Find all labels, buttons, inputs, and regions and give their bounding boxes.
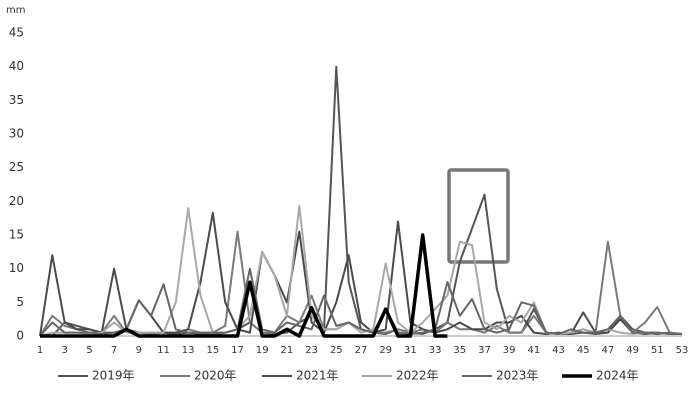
x-tick-label: 7 [111,345,117,356]
y-tick-label: 30 [9,127,24,141]
y-tick-label: 0 [16,329,24,343]
legend-label: 2019年 [92,369,135,383]
x-tick-label: 27 [355,345,368,356]
x-tick-label: 29 [379,345,392,356]
y-tick-label: 45 [9,26,24,40]
series-line [39,267,682,337]
x-tick-label: 39 [503,345,516,356]
x-tick-label: 41 [527,345,540,356]
x-tick-label: 9 [136,345,142,356]
y-axis-label: mm [6,5,25,16]
x-tick-label: 35 [453,345,466,356]
y-tick-label: 35 [9,93,24,107]
x-tick-label: 3 [62,345,68,356]
series-line [39,211,682,337]
y-tick-label: 10 [9,261,24,275]
x-tick-label: 19 [256,345,269,356]
series-line [39,205,682,337]
legend-label: 2024年 [596,369,639,383]
x-tick-label: 17 [231,345,244,356]
y-tick-label: 20 [9,194,24,208]
highlight-box [447,168,510,264]
legend-label: 2023年 [496,369,539,383]
x-tick-label: 43 [552,345,565,356]
x-tick-label: 11 [157,345,170,356]
legend-label: 2020年 [194,369,237,383]
x-tick-label: 47 [602,345,615,356]
x-tick-label: 31 [404,345,417,356]
x-tick-label: 33 [429,345,442,356]
x-tick-label: 15 [206,345,219,356]
x-tick-label: 25 [330,345,343,356]
x-tick-label: 13 [182,345,195,356]
y-tick-label: 5 [16,295,24,309]
series-line [40,65,683,337]
x-tick-label: 49 [626,345,639,356]
x-tick-label: 45 [577,345,590,356]
x-tick-label: 53 [676,345,689,356]
legend-label: 2022年 [396,369,439,383]
x-tick-label: 21 [281,345,294,356]
x-tick-label: 23 [305,345,318,356]
x-tick-label: 1 [37,345,43,356]
legend-label: 2021年 [296,369,339,383]
y-tick-label: 25 [9,160,24,174]
x-tick-label: 37 [478,345,491,356]
y-tick-label: 15 [9,228,24,242]
series-line [40,233,448,338]
y-tick-label: 40 [9,59,24,73]
x-tick-label: 5 [86,345,92,356]
x-tick-label: 51 [651,345,664,356]
